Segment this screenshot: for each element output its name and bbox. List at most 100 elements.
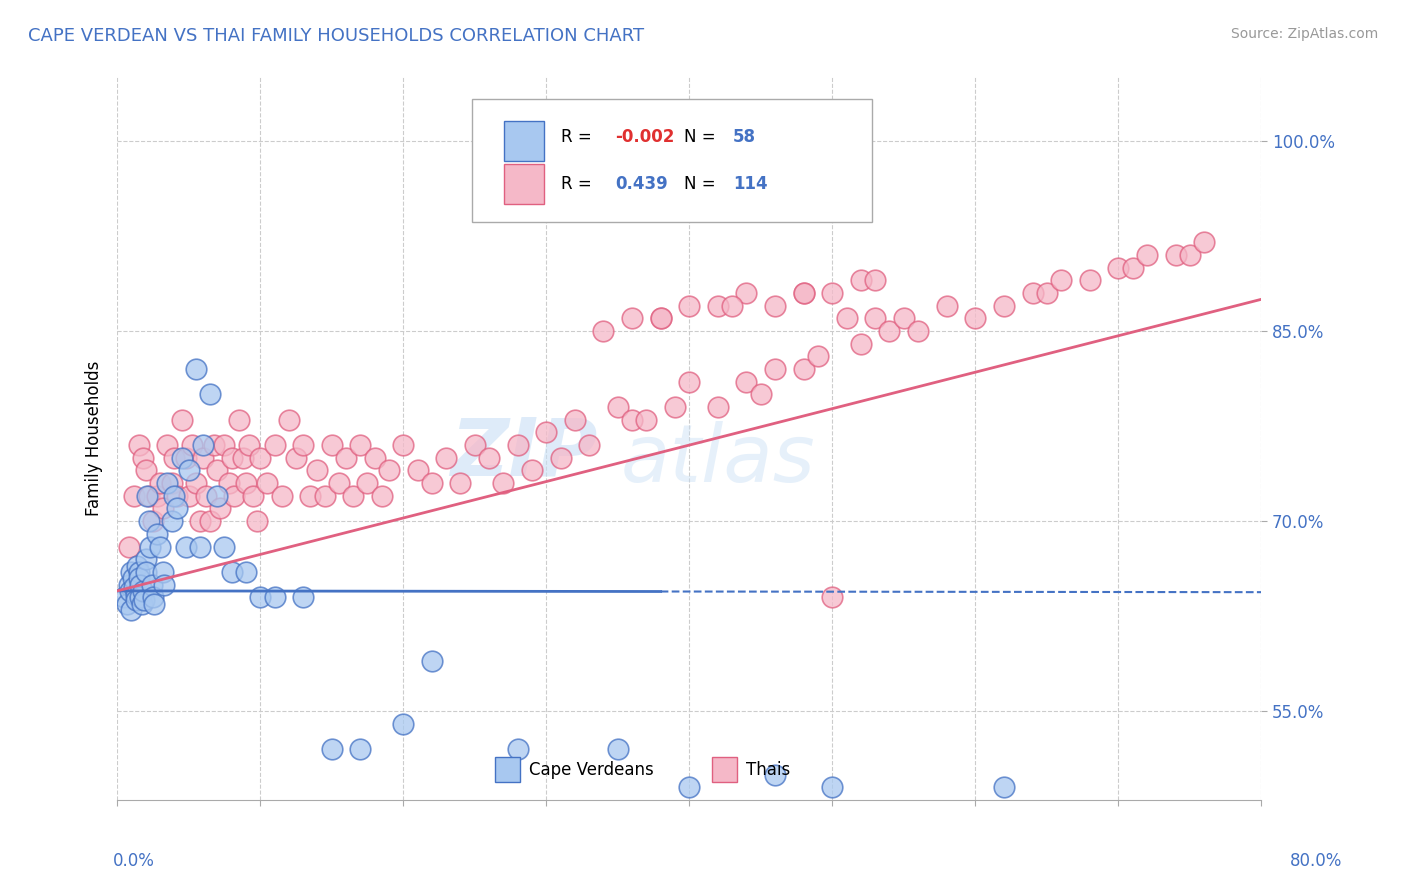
Point bbox=[152, 565, 174, 579]
Point bbox=[578, 438, 600, 452]
Point bbox=[132, 583, 155, 598]
Point bbox=[235, 476, 257, 491]
Point bbox=[299, 489, 322, 503]
Text: 0.0%: 0.0% bbox=[112, 852, 155, 870]
Point bbox=[127, 558, 149, 573]
Point bbox=[249, 591, 271, 605]
Point bbox=[835, 311, 858, 326]
Point bbox=[263, 438, 285, 452]
Text: N =: N = bbox=[683, 128, 720, 146]
Point bbox=[120, 583, 142, 598]
Point bbox=[478, 450, 501, 465]
Point bbox=[763, 299, 786, 313]
Text: CAPE VERDEAN VS THAI FAMILY HOUSEHOLDS CORRELATION CHART: CAPE VERDEAN VS THAI FAMILY HOUSEHOLDS C… bbox=[28, 27, 644, 45]
Point bbox=[849, 336, 872, 351]
Point bbox=[935, 299, 957, 313]
Point bbox=[136, 489, 159, 503]
Point bbox=[328, 476, 350, 491]
Point bbox=[141, 577, 163, 591]
Point bbox=[129, 577, 152, 591]
Point bbox=[124, 580, 146, 594]
Point bbox=[807, 350, 830, 364]
Point bbox=[246, 514, 269, 528]
Point bbox=[207, 489, 229, 503]
Point bbox=[117, 540, 139, 554]
Point bbox=[129, 591, 152, 605]
Point bbox=[149, 540, 172, 554]
Point bbox=[1021, 285, 1043, 300]
Point bbox=[152, 501, 174, 516]
Point bbox=[235, 565, 257, 579]
Point bbox=[128, 571, 150, 585]
Point bbox=[124, 489, 146, 503]
Point bbox=[763, 362, 786, 376]
Text: ZIP: ZIP bbox=[450, 414, 598, 492]
Text: Thais: Thais bbox=[747, 761, 790, 779]
Point bbox=[506, 438, 529, 452]
Point bbox=[735, 375, 758, 389]
Point bbox=[449, 476, 471, 491]
Point bbox=[1078, 273, 1101, 287]
Point bbox=[863, 311, 886, 326]
Point bbox=[115, 597, 138, 611]
Point bbox=[224, 489, 246, 503]
Point bbox=[392, 438, 415, 452]
Point bbox=[218, 476, 240, 491]
Bar bbox=[495, 756, 520, 782]
Point bbox=[174, 540, 197, 554]
Text: 0.439: 0.439 bbox=[614, 176, 668, 194]
Point bbox=[993, 780, 1015, 795]
Point bbox=[520, 463, 543, 477]
Point bbox=[198, 514, 221, 528]
Point bbox=[188, 540, 211, 554]
Point bbox=[863, 273, 886, 287]
Point bbox=[821, 591, 844, 605]
Point bbox=[125, 588, 148, 602]
Text: N =: N = bbox=[683, 176, 720, 194]
Point bbox=[142, 591, 165, 605]
Point bbox=[156, 438, 179, 452]
Point bbox=[606, 742, 628, 756]
Point bbox=[1107, 260, 1129, 275]
Point bbox=[232, 450, 254, 465]
Point bbox=[214, 438, 236, 452]
Point bbox=[249, 450, 271, 465]
Point bbox=[550, 450, 572, 465]
Point bbox=[121, 603, 143, 617]
Point bbox=[146, 489, 169, 503]
Y-axis label: Family Households: Family Households bbox=[86, 361, 103, 516]
Point bbox=[993, 299, 1015, 313]
Text: 58: 58 bbox=[733, 128, 756, 146]
Point bbox=[160, 476, 183, 491]
Point bbox=[650, 311, 672, 326]
Point bbox=[135, 463, 157, 477]
Point bbox=[180, 438, 202, 452]
Point bbox=[793, 362, 815, 376]
Point bbox=[131, 597, 153, 611]
Point bbox=[292, 438, 315, 452]
Point bbox=[138, 489, 160, 503]
Point bbox=[142, 514, 165, 528]
Point bbox=[191, 438, 214, 452]
FancyBboxPatch shape bbox=[472, 99, 872, 222]
Point bbox=[163, 489, 186, 503]
Point bbox=[849, 273, 872, 287]
Point bbox=[125, 592, 148, 607]
Point bbox=[170, 413, 193, 427]
Point bbox=[134, 592, 156, 607]
Point bbox=[270, 489, 292, 503]
Point bbox=[121, 565, 143, 579]
Bar bbox=[713, 756, 737, 782]
Point bbox=[965, 311, 987, 326]
Point bbox=[117, 577, 139, 591]
Point bbox=[143, 597, 166, 611]
Point bbox=[214, 540, 236, 554]
Point bbox=[163, 450, 186, 465]
Point bbox=[492, 476, 515, 491]
Point bbox=[879, 324, 901, 338]
Point bbox=[735, 285, 758, 300]
Point bbox=[138, 514, 160, 528]
Point bbox=[139, 540, 162, 554]
Point bbox=[188, 514, 211, 528]
Point bbox=[166, 501, 188, 516]
